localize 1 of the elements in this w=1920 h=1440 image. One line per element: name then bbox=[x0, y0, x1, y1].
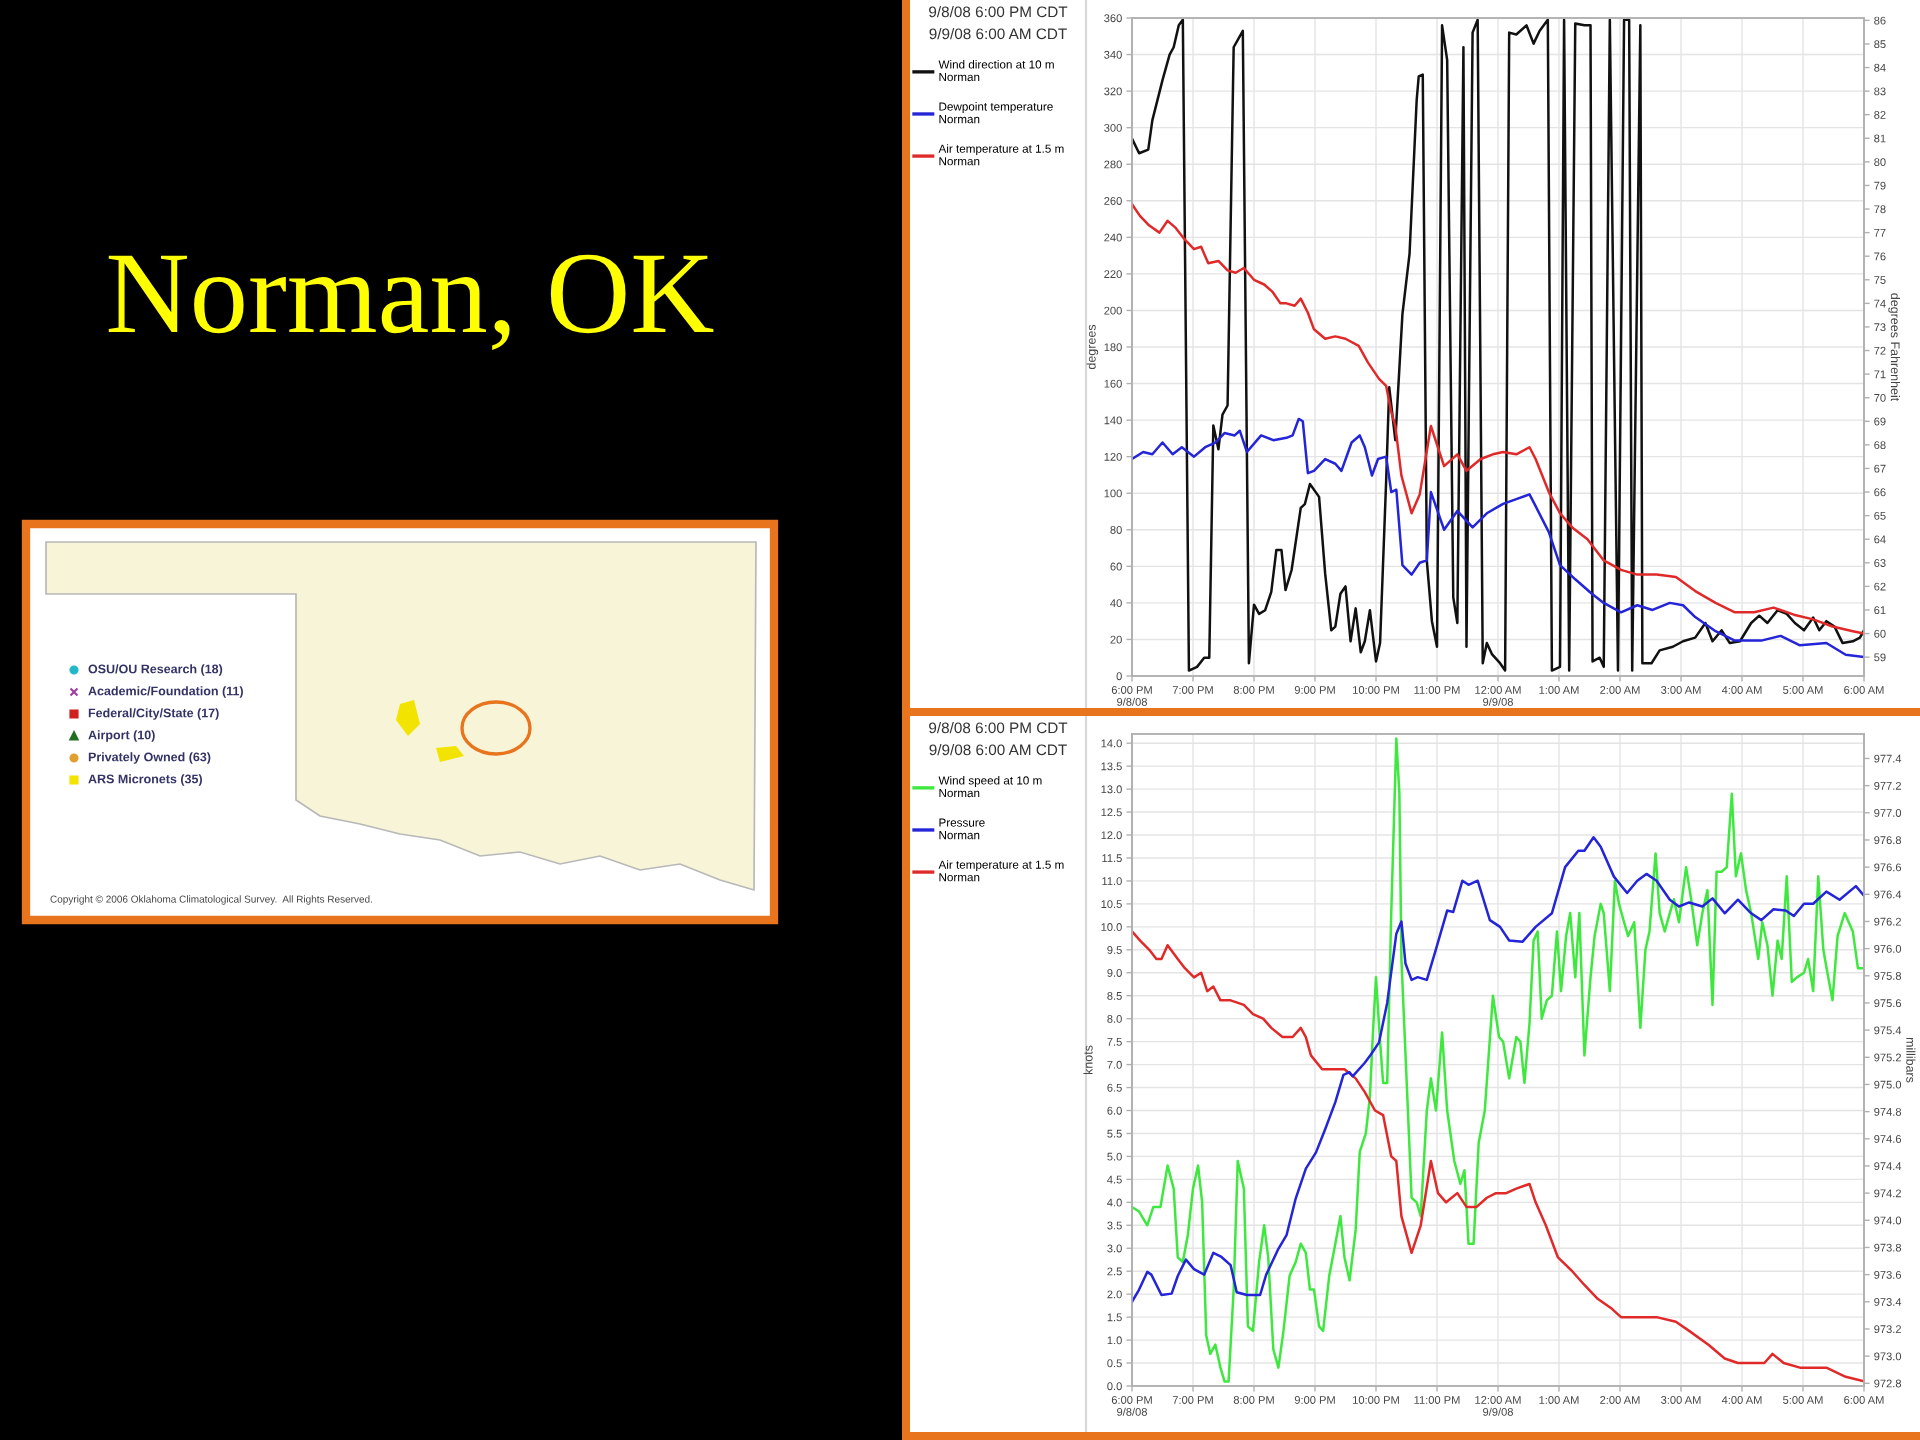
text: Norman, OK bbox=[108, 254, 714, 350]
